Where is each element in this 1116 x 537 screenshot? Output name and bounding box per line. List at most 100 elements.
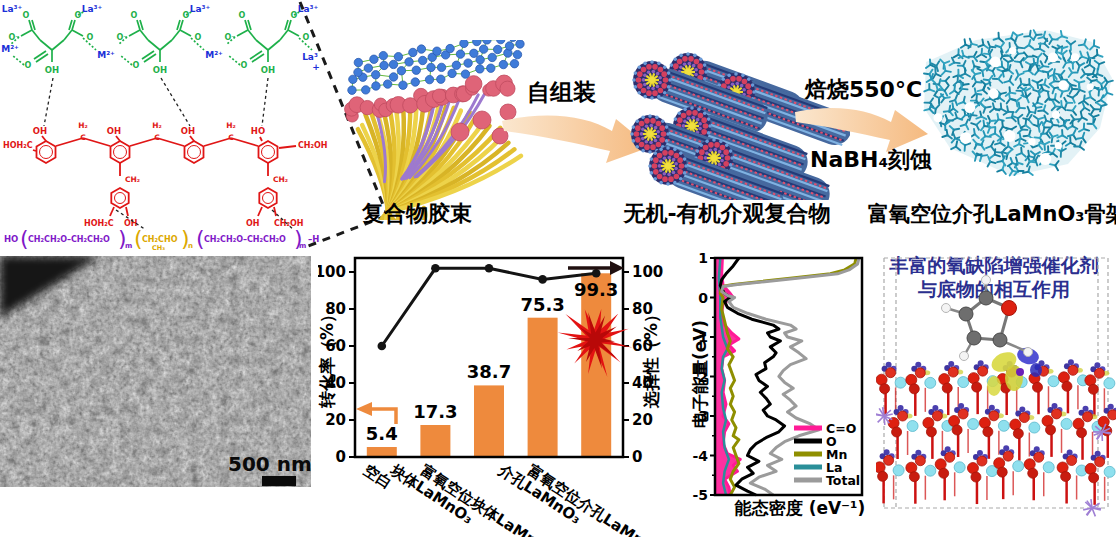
- blue-sphere: [397, 67, 405, 75]
- cap-red-dot: [725, 79, 731, 85]
- o-atom: [977, 456, 987, 466]
- o-atom: [1062, 381, 1072, 391]
- label: OH: [45, 65, 59, 75]
- lattice-strut: [1061, 31, 1062, 36]
- line-marker: [378, 342, 387, 351]
- oxygen-vacancy: [1048, 53, 1058, 63]
- cap-red-dot: [652, 64, 658, 70]
- lattice-strut: [972, 44, 977, 45]
- cap-blue-dot: [684, 164, 688, 168]
- blue-sphere: [499, 60, 507, 68]
- cap-red-dot: [714, 142, 720, 148]
- cap-purple-dot: [642, 78, 646, 82]
- o-atom: [1089, 473, 1099, 483]
- cap-blue-dot: [679, 54, 683, 58]
- blue-sphere: [510, 59, 518, 67]
- bond: [268, 40, 280, 50]
- blue-sphere: [476, 65, 484, 73]
- cap-red-dot: [668, 176, 674, 182]
- label: CH₂CH₂O–CH₂CH₂O: [28, 235, 110, 244]
- blue-sphere: [389, 60, 397, 68]
- cap-blue-dot: [686, 52, 690, 56]
- oxygen-vacancy: [1009, 47, 1017, 55]
- bond: [248, 30, 256, 40]
- cap-blue-dot: [630, 132, 634, 136]
- blue-sphere: [488, 53, 496, 61]
- cap-blue-dot: [727, 74, 731, 78]
- cap-red-dot: [644, 144, 650, 150]
- label: O: [239, 11, 246, 20]
- cap-core: [689, 123, 695, 129]
- carbon-atom: [993, 333, 1007, 347]
- cap-red-dot: [637, 71, 643, 77]
- cap-purple-dot: [674, 167, 678, 171]
- micelle-label: 复合物胶束: [352, 199, 482, 229]
- red-sphere: [432, 89, 446, 103]
- cap-blue-dot: [707, 131, 711, 135]
- o-atom: [1088, 384, 1098, 394]
- cap-blue-dot: [635, 145, 639, 149]
- oxygen-vacancy: [1039, 153, 1051, 165]
- cap-blue-dot: [665, 139, 669, 143]
- cap-red-dot: [708, 142, 714, 148]
- bond: [248, 20, 251, 30]
- label: CH₂: [125, 175, 140, 184]
- blue-sphere: [389, 73, 397, 81]
- oxygen-vacancy: [1004, 130, 1016, 142]
- bar-chart-canvas: 0020204040606080801001005.417.338.775.39…: [318, 252, 690, 537]
- cap-purple-dot: [650, 124, 654, 128]
- o-atom: [1061, 472, 1071, 482]
- label: La³⁺: [190, 4, 211, 14]
- cap-red-dot: [674, 153, 680, 159]
- bond: [129, 30, 140, 36]
- cap-blue-dot: [719, 140, 723, 144]
- right-tick-label: 20: [632, 411, 653, 429]
- la-atom: [1013, 461, 1024, 472]
- blue-sphere: [470, 49, 478, 57]
- label: HO: [4, 234, 18, 244]
- right-tick-label: 100: [632, 263, 663, 281]
- la-atom: [1029, 422, 1040, 433]
- aromatic-circle: [262, 146, 275, 159]
- bond: [177, 20, 180, 30]
- blue-sphere: [479, 45, 487, 53]
- cap-purple-dot: [651, 87, 655, 91]
- cap-red-dot: [677, 157, 683, 163]
- blue-sphere: [509, 40, 517, 41]
- lattice-strut: [961, 83, 962, 88]
- cap-red-dot: [725, 155, 731, 161]
- o-atom: [1034, 452, 1044, 462]
- lattice-strut: [1002, 121, 1003, 126]
- right-axis-title: 选择性（%）: [640, 306, 663, 408]
- benzene-ring: [259, 188, 276, 208]
- yellow-isosurface: [987, 376, 1001, 396]
- blue-sphere: [362, 86, 370, 94]
- oxygen-vacancy: [1058, 80, 1068, 90]
- o-atom: [952, 425, 962, 435]
- la-atom: [895, 377, 906, 388]
- label: H₂: [152, 121, 162, 130]
- cap-blue-dot: [643, 62, 647, 66]
- aromatic-circle: [188, 146, 201, 159]
- blue-sphere: [417, 45, 425, 53]
- bar-value-label: 38.7: [467, 361, 511, 382]
- cap-red-dot: [723, 161, 729, 167]
- blue-sphere: [425, 75, 433, 83]
- label: n: [188, 242, 193, 250]
- o-atom: [978, 366, 988, 376]
- cap-purple-dot: [656, 85, 660, 89]
- blue-sphere: [460, 40, 468, 48]
- bond: [285, 20, 288, 30]
- cap-blue-dot: [650, 60, 654, 64]
- bond: [250, 51, 262, 59]
- bond: [32, 30, 40, 40]
- blue-sphere: [513, 50, 521, 58]
- cap-red-dot: [641, 88, 647, 94]
- cap-blue-dot: [667, 71, 671, 75]
- bond: [42, 136, 46, 141]
- o-atom: [886, 368, 896, 378]
- bond: [140, 30, 148, 40]
- blue-sphere: [409, 48, 417, 56]
- cap-blue-dot: [637, 91, 641, 95]
- dotted-connector: [262, 78, 268, 126]
